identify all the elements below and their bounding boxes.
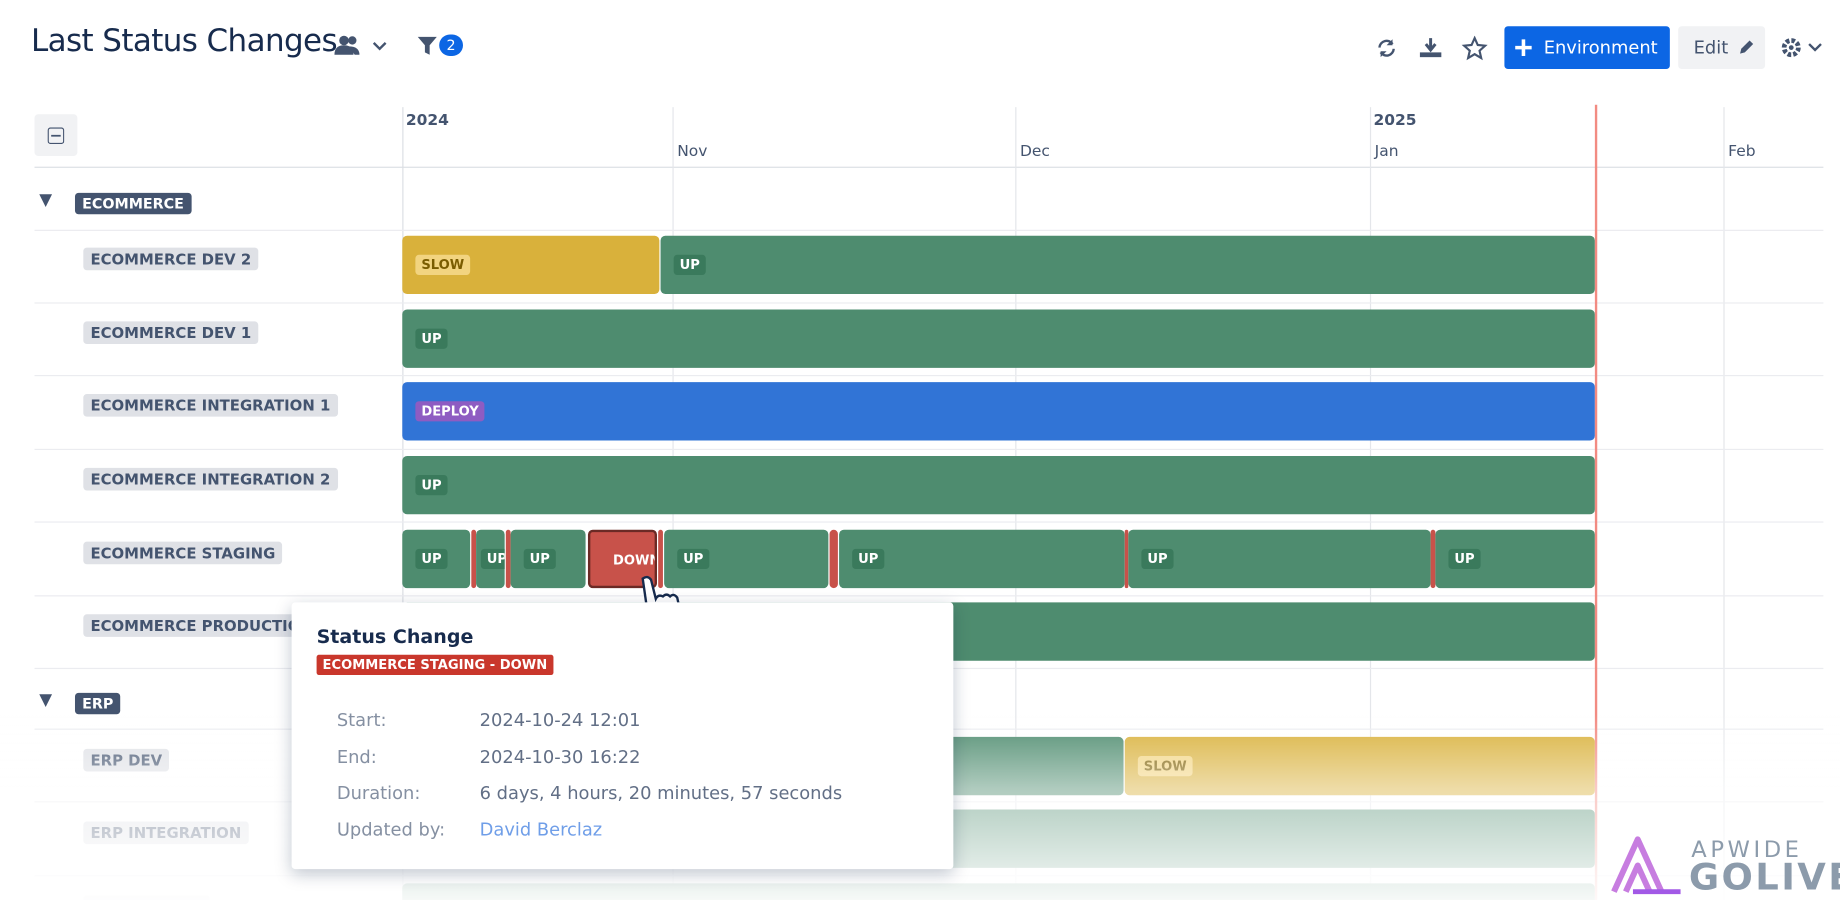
status-bar[interactable]: UP (660, 235, 1595, 295)
month-label: Jan (1374, 142, 1399, 161)
status-badge: UP (852, 548, 885, 570)
month-label: Nov (677, 142, 708, 161)
status-bar[interactable]: UP (664, 529, 829, 589)
month-label: Dec (1020, 142, 1050, 161)
row-divider (34, 521, 1824, 523)
field-label: End: (336, 745, 377, 768)
status-bar[interactable]: SLOW (402, 235, 660, 295)
status-badge: UP (415, 475, 448, 496)
status-bar[interactable]: UP (402, 529, 471, 589)
month-line (1723, 107, 1725, 900)
month-label: Feb (1728, 142, 1756, 161)
row-divider (34, 302, 1824, 304)
collapse-button[interactable] (34, 114, 78, 156)
field-label: Start: (336, 709, 387, 731)
status-badge: SLOW (415, 254, 471, 276)
environment-label: ECOMMERCE PRODUCTION (83, 614, 320, 637)
status-bar[interactable]: UP (402, 455, 1595, 515)
year-label: 2025 (1373, 111, 1417, 130)
settings-dropdown[interactable] (1781, 37, 1829, 58)
edit-button[interactable]: Edit (1678, 26, 1766, 70)
filter-icon[interactable] (417, 35, 441, 59)
environment-label: ECOMMERCE INTEGRATION 1 (83, 394, 338, 417)
logo-product: GOLIVE (1688, 855, 1840, 899)
toolbar-icons[interactable] (1375, 35, 1530, 62)
status-badge: UP (523, 548, 556, 570)
people-dropdown[interactable] (333, 33, 393, 59)
tooltip-badge: ECOMMERCE STAGING - DOWN (316, 654, 554, 676)
status-bar[interactable]: DEPLOY (402, 382, 1595, 441)
status-badge: UP (480, 548, 505, 570)
button-label: Edit (1693, 36, 1729, 59)
status-bar[interactable]: UP (402, 309, 1595, 368)
status-bar[interactable]: UP (1128, 529, 1431, 589)
status-bar[interactable] (658, 529, 663, 589)
tooltip: Status Change ECOMMERCE STAGING - DOWN S… (291, 602, 954, 870)
status-bar[interactable]: UP (839, 529, 1125, 589)
group-toggle[interactable]: ▼ (39, 190, 53, 210)
status-badge: UP (1448, 548, 1481, 570)
status-bar[interactable] (505, 529, 511, 589)
status-badge: UP (415, 548, 448, 570)
logo-icon (1611, 836, 1681, 895)
button-label: Environment (1543, 36, 1658, 59)
environment-button[interactable]: Environment (1504, 26, 1670, 70)
field-label: Updated by: (336, 818, 446, 840)
group-label: ECOMMERCE (74, 192, 192, 215)
environment-label: ECOMMERCE STAGING (83, 541, 283, 565)
field-label: Duration: (336, 782, 421, 804)
year-label: 2024 (405, 111, 449, 130)
group-toggle[interactable]: ▼ (39, 690, 53, 710)
status-bar[interactable]: UP (510, 529, 586, 589)
status-bar[interactable]: UP (476, 529, 505, 589)
status-badge: UP (1141, 548, 1174, 570)
environment-label: ECOMMERCE DEV 1 (83, 321, 259, 345)
row-divider (34, 448, 1824, 451)
header-divider (34, 166, 1824, 168)
status-badge: DOWN (607, 550, 655, 571)
environment-label: ECOMMERCE DEV 2 (83, 247, 259, 271)
field-value: 2024-10-24 12:01 (479, 709, 641, 731)
logo-brand: APWIDE (1691, 836, 1803, 864)
filter-count: 2 (439, 34, 463, 56)
user-link[interactable]: David Berclaz (479, 818, 603, 840)
status-badge: DEPLOY (415, 401, 485, 422)
status-bar[interactable] (471, 529, 477, 589)
row-divider (34, 229, 1824, 231)
status-bar[interactable] (1124, 529, 1129, 589)
status-bar[interactable] (829, 529, 838, 589)
today-line (1594, 104, 1598, 900)
group-label: ERP (74, 692, 121, 715)
status-bar[interactable]: UP (1435, 529, 1595, 589)
status-bar[interactable]: DOWN (587, 529, 657, 589)
field-value: 2024-10-30 16:22 (479, 745, 641, 768)
row-divider (34, 375, 1824, 377)
environment-label: ECOMMERCE INTEGRATION 2 (83, 467, 338, 491)
row-divider (34, 595, 1824, 597)
status-badge: UP (673, 254, 706, 276)
tooltip-title: Status Change (316, 625, 474, 648)
status-badge: UP (415, 328, 448, 349)
status-bar[interactable] (1430, 529, 1436, 589)
field-value: 6 days, 4 hours, 20 minutes, 57 seconds (479, 782, 843, 804)
status-badge: UP (677, 548, 710, 570)
page-title: Last Status Changes (30, 23, 338, 60)
